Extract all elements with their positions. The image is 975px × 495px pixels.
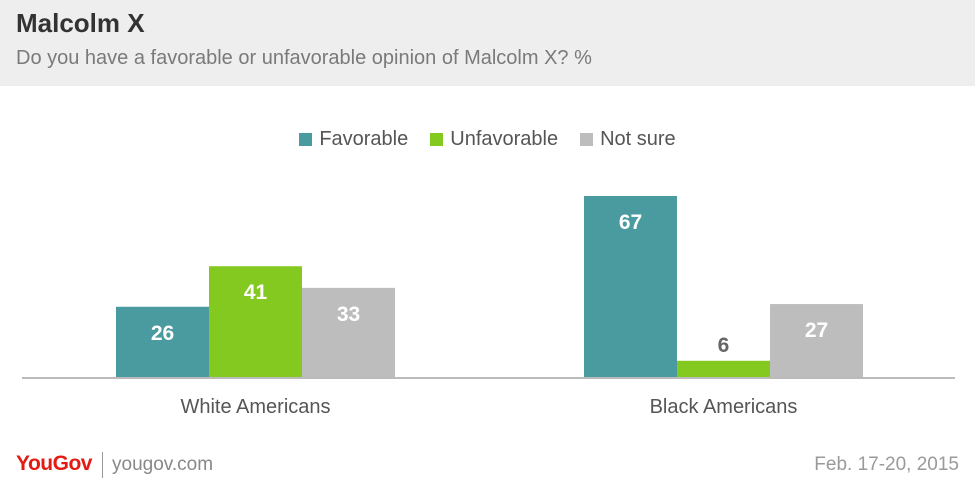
footer-separator (102, 452, 103, 478)
bar-unfavorable-white-americans (209, 266, 302, 377)
bar-not-sure-white-americans (302, 287, 395, 377)
x-tick-label-white-americans: White Americans (180, 396, 330, 418)
data-label-unfavorable-black-americans: 6 (718, 334, 730, 357)
legend-label-favorable: Favorable (319, 127, 409, 150)
legend-label-not-sure: Not sure (600, 127, 676, 150)
footer-url: yougov.com (112, 454, 214, 475)
chart-subtitle: Do you have a favorable or unfavorable o… (16, 47, 592, 69)
data-label-not-sure-black-americans: 27 (805, 319, 828, 342)
data-label-not-sure-white-americans: 33 (337, 303, 360, 326)
bar-favorable-white-americans (116, 306, 209, 377)
legend-item-unfavorable: Unfavorable (430, 128, 558, 151)
legend-item-not-sure: Not sure (580, 128, 676, 151)
legend-swatch-favorable (299, 132, 313, 146)
bar-unfavorable-black-americans (677, 360, 770, 377)
chart-header: Malcolm X Do you have a favorable or unf… (0, 0, 975, 86)
bar-not-sure-black-americans (770, 304, 863, 377)
legend-swatch-not-sure (580, 132, 594, 146)
footer-date: Feb. 17-20, 2015 (814, 454, 959, 475)
bar-favorable-black-americans (584, 196, 677, 377)
data-label-favorable-black-americans: 67 (619, 211, 642, 234)
data-label-unfavorable-white-americans: 41 (244, 281, 268, 304)
legend-item-favorable: Favorable (299, 128, 408, 151)
chart-title: Malcolm X (16, 8, 145, 38)
x-tick-label-black-americans: Black Americans (650, 396, 798, 418)
legend-label-unfavorable: Unfavorable (450, 127, 559, 150)
yougov-logo: YouGov (16, 452, 92, 475)
chart-legend: Favorable Unfavorable Not sure (0, 124, 975, 154)
legend-swatch-unfavorable (430, 132, 444, 146)
bar-chart: 26 41 33 White Americans 67 6 27 Black American… (22, 196, 955, 418)
data-label-favorable-white-americans: 26 (151, 322, 174, 345)
